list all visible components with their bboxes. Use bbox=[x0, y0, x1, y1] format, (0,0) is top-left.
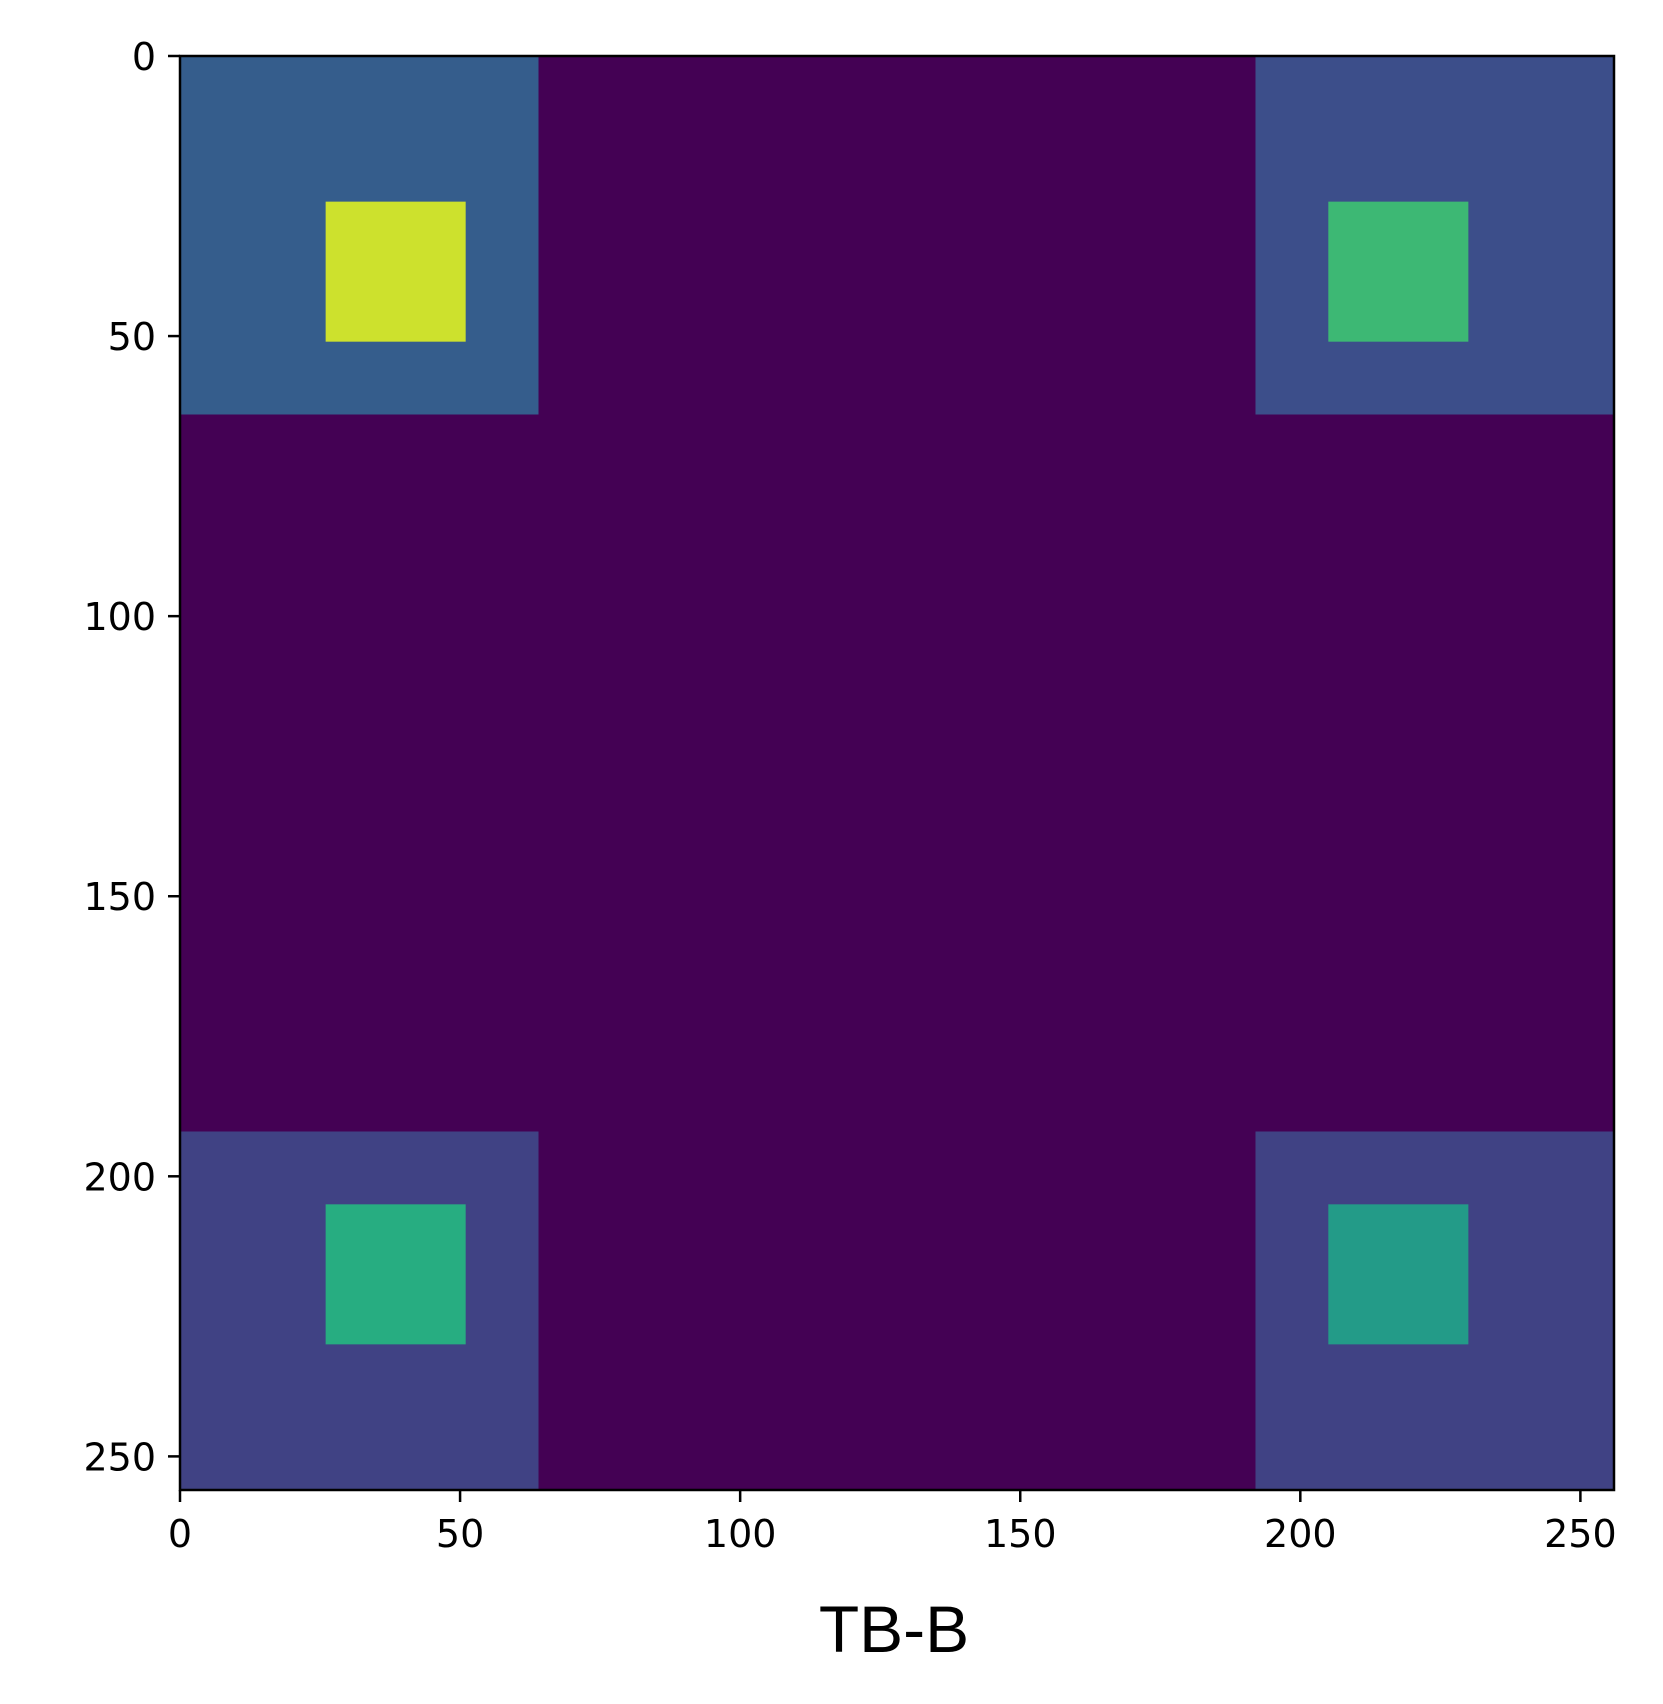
axes-border bbox=[178, 54, 1616, 1492]
x-tick-label: 100 bbox=[704, 1512, 777, 1556]
y-tick-label: 50 bbox=[108, 315, 156, 359]
x-tick-label: 250 bbox=[1544, 1512, 1617, 1556]
y-tick-label: 0 bbox=[132, 35, 156, 79]
x-axis-ticks: 0 50 100 150 200 250 bbox=[168, 1490, 1617, 1556]
top-right-core bbox=[1328, 201, 1469, 342]
y-axis-ticks: 0 50 100 150 200 250 bbox=[83, 35, 180, 1479]
x-axis-label: TB-B bbox=[819, 1592, 969, 1666]
x-tick-label: 150 bbox=[984, 1512, 1057, 1556]
y-tick-label: 200 bbox=[83, 1155, 156, 1199]
axes-frame bbox=[178, 54, 1616, 1492]
plot-area bbox=[180, 56, 1614, 1490]
x-tick-label: 0 bbox=[168, 1512, 192, 1556]
y-tick-label: 150 bbox=[83, 875, 156, 919]
y-tick-label: 100 bbox=[83, 595, 156, 639]
bottom-left-core bbox=[325, 1204, 466, 1345]
x-tick-label: 200 bbox=[1264, 1512, 1337, 1556]
y-tick-label: 250 bbox=[83, 1435, 156, 1479]
bottom-right-core bbox=[1328, 1204, 1469, 1345]
x-tick-label: 50 bbox=[436, 1512, 484, 1556]
top-left-core bbox=[325, 201, 466, 342]
